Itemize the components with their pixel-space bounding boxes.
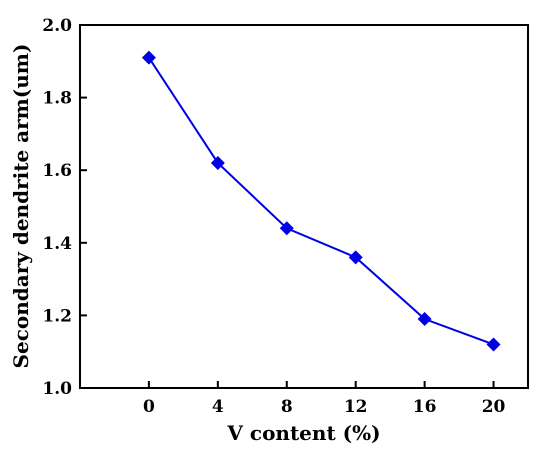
data-point bbox=[141, 50, 156, 65]
x-tick-label: 20 bbox=[482, 397, 506, 417]
y-axis-ticks: 1.0 1.2 1.4 1.6 1.8 2.0 bbox=[42, 16, 87, 399]
y-tick-label: 1.8 bbox=[42, 89, 72, 109]
data-point bbox=[279, 221, 294, 236]
data-point bbox=[417, 312, 432, 327]
x-tick-label: 4 bbox=[212, 397, 224, 417]
x-tick-label: 0 bbox=[143, 397, 155, 417]
plot-frame bbox=[79, 24, 529, 389]
series-layer bbox=[141, 50, 501, 352]
y-tick-label: 1.4 bbox=[42, 234, 72, 254]
data-point bbox=[348, 250, 363, 265]
y-tick-label: 1.6 bbox=[42, 161, 72, 181]
x-tick-label: 16 bbox=[413, 397, 437, 417]
x-axis-ticks: 0 4 8 12 16 20 bbox=[143, 381, 506, 417]
series-line bbox=[148, 57, 494, 346]
x-tick-label: 8 bbox=[281, 397, 293, 417]
x-axis-title: V content (%) bbox=[226, 421, 380, 445]
x-tick-label: 12 bbox=[344, 397, 368, 417]
y-axis-title: Secondary dendrite arm(um) bbox=[9, 44, 33, 369]
data-point bbox=[486, 337, 501, 352]
y-tick-label: 2.0 bbox=[42, 16, 72, 36]
y-tick-label: 1.2 bbox=[42, 306, 72, 326]
data-point bbox=[210, 155, 225, 170]
y-tick-label: 1.0 bbox=[42, 379, 72, 399]
